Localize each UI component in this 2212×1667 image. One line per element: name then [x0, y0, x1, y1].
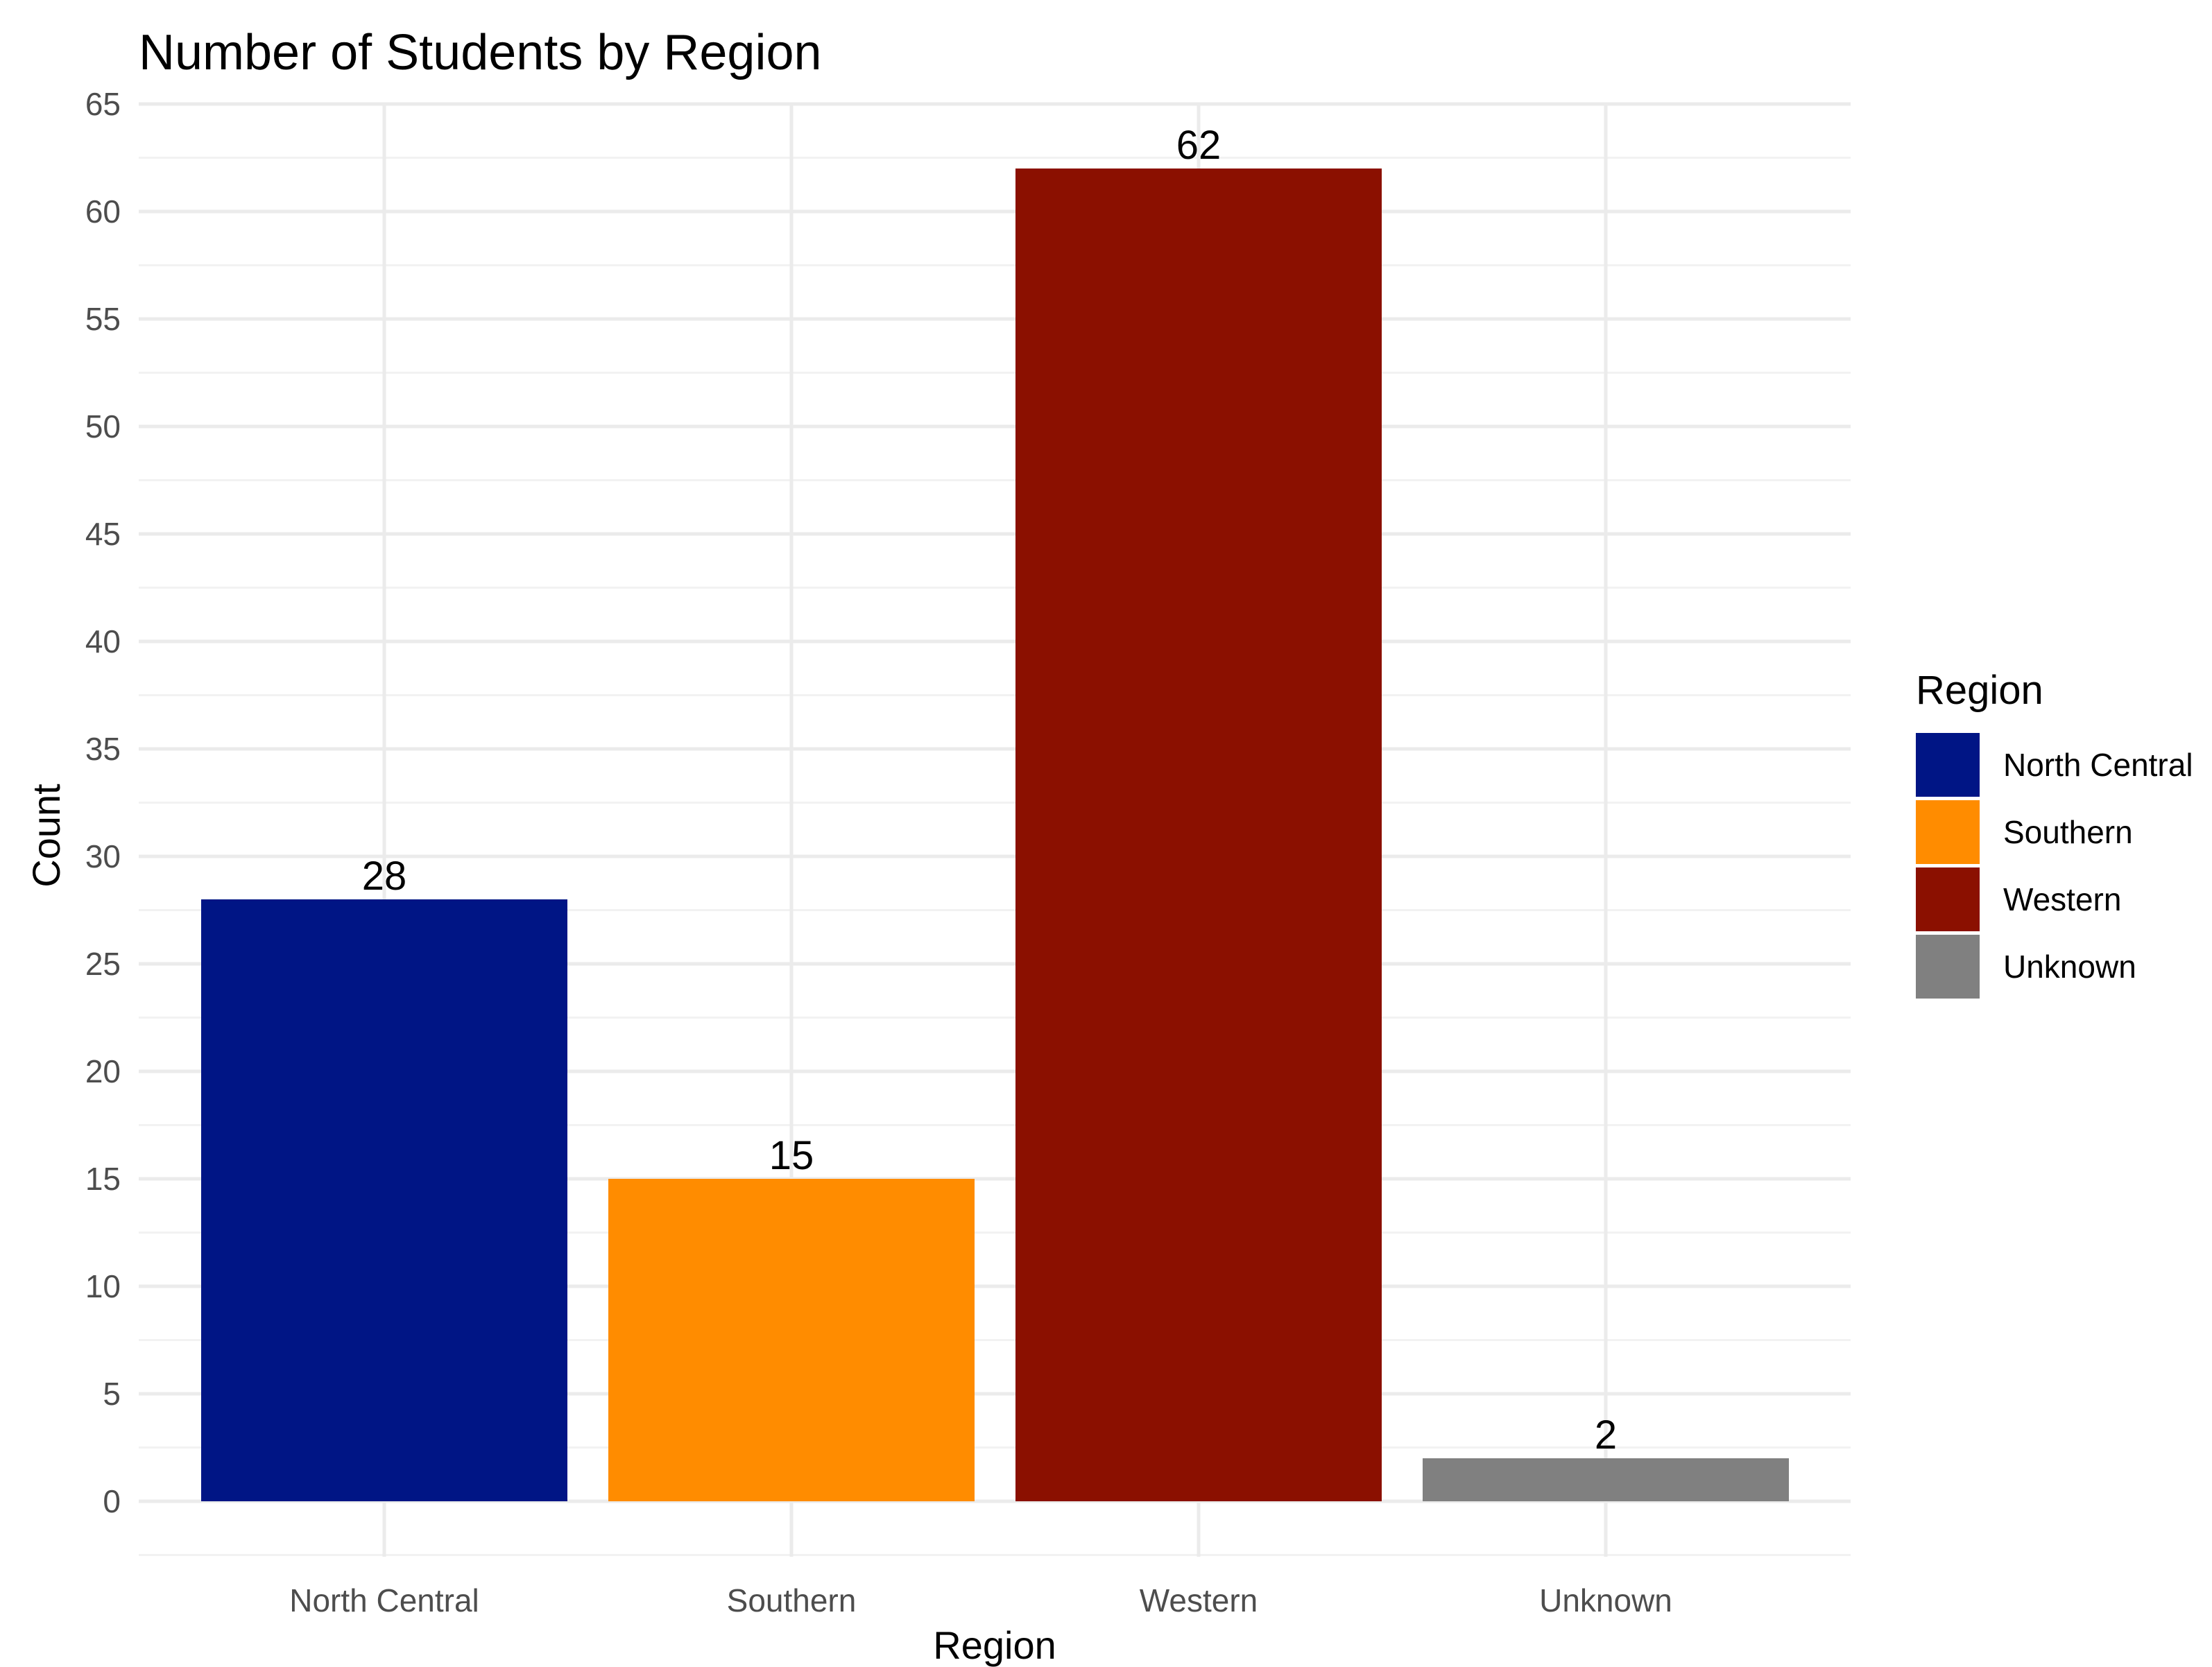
- legend: Region North Central Southern Western Unkno…: [1916, 668, 2193, 999]
- legend-label: Southern: [2003, 814, 2133, 850]
- y-axis-title: Count: [24, 784, 68, 888]
- x-tick-label: Western: [1140, 1582, 1258, 1618]
- y-tick-label: 0: [103, 1483, 121, 1519]
- legend-title: Region: [1916, 668, 2043, 713]
- y-tick-label: 40: [85, 623, 121, 659]
- x-tick-label: Southern: [727, 1582, 857, 1618]
- y-tick-label: 10: [85, 1268, 121, 1304]
- y-tick-label: 65: [85, 86, 121, 122]
- legend-swatch: [1916, 800, 1980, 864]
- data-labels-group: 28 15 62 2: [362, 123, 1617, 1458]
- bar: [608, 1179, 975, 1501]
- y-tick-label: 20: [85, 1053, 121, 1089]
- y-tick-label: 15: [85, 1161, 121, 1197]
- bars-group: [201, 169, 1789, 1501]
- y-tick-label: 25: [85, 946, 121, 982]
- legend-swatch: [1916, 733, 1980, 797]
- y-tick-label: 5: [103, 1376, 121, 1412]
- bar-value-label: 28: [362, 854, 407, 899]
- y-tick-label: 35: [85, 731, 121, 767]
- x-tick-label: North Central: [289, 1582, 479, 1618]
- legend-label: Unknown: [2003, 949, 2136, 985]
- bar-value-label: 62: [1176, 123, 1221, 168]
- x-tick-label: Unknown: [1539, 1582, 1672, 1618]
- bar: [1423, 1458, 1789, 1501]
- legend-label: North Central: [2003, 747, 2193, 783]
- y-tick-label: 45: [85, 516, 121, 552]
- bar: [201, 899, 567, 1501]
- x-axis-ticks: North Central Southern Western Unknown: [289, 1582, 1672, 1618]
- bar: [1015, 169, 1382, 1501]
- y-axis-ticks: 0 5 10 15 20 25 30 35 40 45 50 55 60 65: [85, 86, 121, 1519]
- legend-label: Western: [2003, 881, 2121, 917]
- y-tick-label: 50: [85, 408, 121, 444]
- bar-value-label: 15: [769, 1133, 814, 1178]
- chart-title: Number of Students by Region: [139, 25, 822, 80]
- y-tick-label: 30: [85, 838, 121, 874]
- bar-value-label: 2: [1595, 1413, 1617, 1458]
- x-axis-title: Region: [933, 1623, 1056, 1667]
- y-tick-label: 55: [85, 301, 121, 337]
- legend-swatch: [1916, 867, 1980, 931]
- legend-swatch: [1916, 935, 1980, 999]
- y-tick-label: 60: [85, 193, 121, 230]
